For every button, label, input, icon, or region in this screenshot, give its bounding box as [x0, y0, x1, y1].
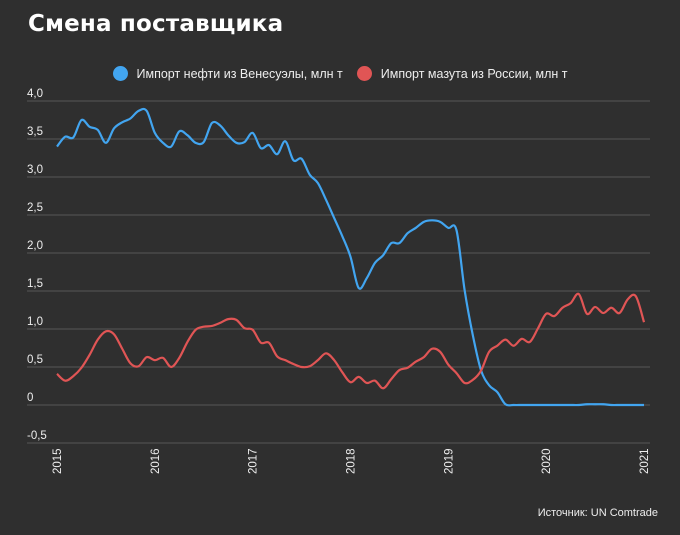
series-line-venezuela: [56, 107, 644, 407]
y-tick-label: 1,0: [27, 316, 43, 328]
legend-label-venezuela: Импорт нефти из Венесуэлы, млн т: [136, 66, 343, 81]
y-tick-label: 2,0: [27, 240, 43, 252]
x-tick-label: 2016: [150, 448, 162, 474]
x-tick-label: 2019: [443, 448, 455, 474]
x-tick-label: 2018: [346, 448, 358, 474]
legend: Импорт нефти из Венесуэлы, млн т Импорт …: [0, 66, 680, 81]
chart-title: Смена поставщика: [28, 11, 284, 37]
x-tick-label: 2021: [639, 448, 651, 474]
x-tick-label: 2017: [248, 448, 260, 474]
y-tick-label: 3,0: [27, 164, 43, 176]
series-line-russia: [56, 292, 646, 390]
y-tick-label: 1,5: [27, 278, 43, 290]
y-tick-label: 4,0: [27, 88, 43, 100]
legend-item-russia: Импорт мазута из России, млн т: [356, 66, 568, 81]
y-tick-label: -0,5: [27, 430, 47, 442]
y-tick-label: 0,5: [27, 354, 43, 366]
y-tick-label: 3,5: [27, 126, 43, 138]
source-note: Источник: UN Comtrade: [537, 507, 658, 519]
legend-label-russia: Импорт мазута из России, млн т: [380, 66, 568, 81]
legend-item-venezuela: Импорт нефти из Венесуэлы, млн т: [112, 66, 343, 81]
y-tick-label: 0: [27, 392, 33, 404]
legend-marker-venezuela: [112, 66, 128, 81]
x-tick-label: 2020: [541, 448, 553, 474]
legend-marker-russia: [356, 66, 372, 81]
x-tick-label: 2015: [52, 448, 64, 474]
y-tick-label: 2,5: [27, 202, 43, 214]
